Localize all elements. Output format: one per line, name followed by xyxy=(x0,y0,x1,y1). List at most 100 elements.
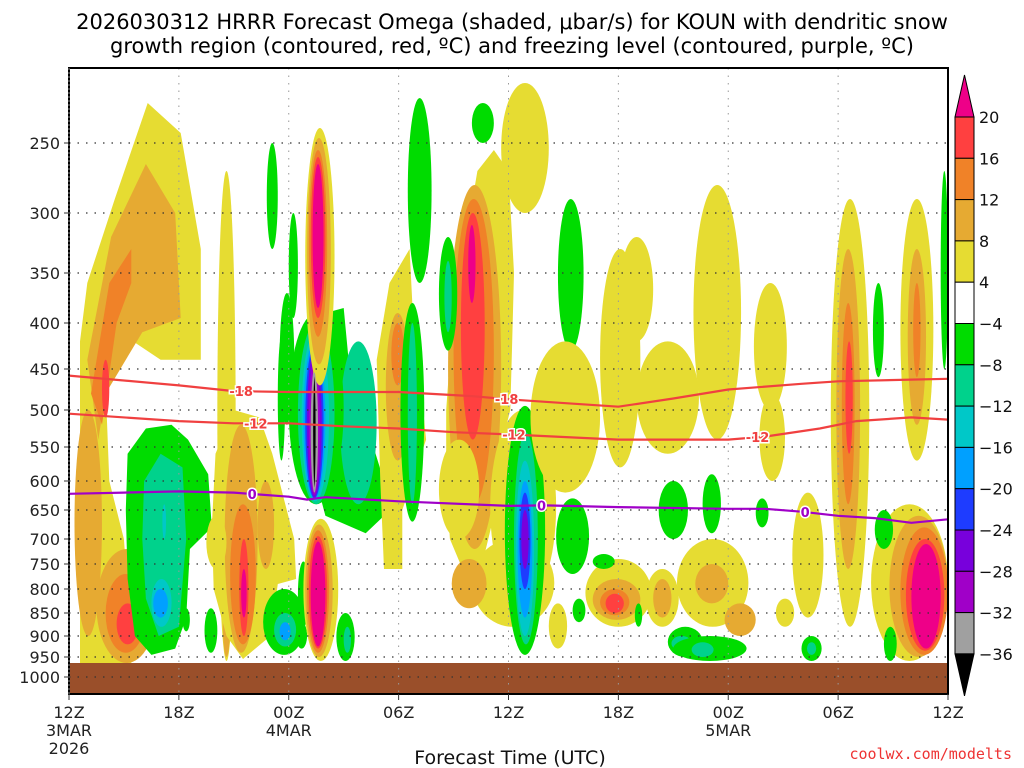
contour-label: -18 xyxy=(229,385,253,400)
x-tick-date-label: 2026 xyxy=(49,739,90,758)
omega-region xyxy=(277,336,286,461)
omega-region xyxy=(557,198,584,351)
omega-region xyxy=(204,608,218,653)
omega-region xyxy=(883,626,897,662)
colorbar-label: 20 xyxy=(979,108,999,127)
colorbar-bin xyxy=(954,405,975,448)
colorbar-top-arrow xyxy=(954,74,975,118)
omega-region xyxy=(407,98,432,283)
omega-region xyxy=(759,393,786,481)
omega-region xyxy=(702,474,721,534)
omega-region xyxy=(572,598,586,623)
omega-region xyxy=(296,622,308,649)
omega-region xyxy=(693,184,742,440)
omega-region xyxy=(792,492,824,618)
omega-region xyxy=(620,237,654,342)
y-tick-label: 950 xyxy=(29,648,60,667)
omega-region xyxy=(451,559,487,609)
credit-link[interactable]: coolwx.com/modelts xyxy=(849,745,1012,763)
omega-region xyxy=(266,143,278,249)
chart-title-line-1: 2026030312 HRRR Forecast Omega (shaded, … xyxy=(76,10,948,34)
x-tick-label: 18Z xyxy=(163,703,194,722)
contour-labels: -18 -18 -12 -12 -12 0 0 0 xyxy=(228,384,811,523)
colorbar-legend: 20 16 12 8 4 −4 −8 −12 −16 −20 −24 −28 −32 −36 xyxy=(954,74,1013,697)
omega-region xyxy=(74,410,102,636)
x-tick-label: 00Z xyxy=(273,703,304,722)
omega-region xyxy=(775,598,795,627)
omega-region xyxy=(911,544,941,649)
y-tick-label: 450 xyxy=(29,360,60,379)
colorbar-label: 4 xyxy=(979,273,989,292)
y-tick-label: 800 xyxy=(29,580,60,599)
y-tick-label: 400 xyxy=(29,314,60,333)
colorbar-bin xyxy=(954,157,975,201)
omega-region xyxy=(468,225,476,303)
omega-region xyxy=(695,564,729,604)
omega-region xyxy=(460,212,485,440)
omega-shading xyxy=(74,83,948,663)
y-tick-label: 300 xyxy=(29,204,60,223)
colorbar-label: −8 xyxy=(979,356,1003,375)
colorbar-label: −32 xyxy=(979,604,1013,623)
y-tick-label: 550 xyxy=(29,438,60,457)
contour-label: 0 xyxy=(801,506,810,521)
colorbar-bin xyxy=(954,446,975,490)
colorbar-label: 16 xyxy=(979,149,999,168)
omega-region xyxy=(913,283,921,378)
y-axis: 250 300 350 400 450 500 550 600 650 700 750 800 850 9… xyxy=(19,134,69,687)
omega-region xyxy=(548,603,568,649)
contour-lines xyxy=(69,374,948,524)
contour-line xyxy=(69,374,948,408)
colorbar-bin xyxy=(954,529,975,572)
y-tick-label: 750 xyxy=(29,555,60,574)
x-tick-label: 06Z xyxy=(383,703,414,722)
omega-region xyxy=(343,626,352,653)
y-tick-label: 700 xyxy=(29,530,60,549)
omega-region xyxy=(438,439,480,539)
colorbar-bin xyxy=(954,323,975,366)
colorbar-label: −28 xyxy=(979,562,1013,581)
omega-region xyxy=(91,249,132,425)
y-tick-label: 500 xyxy=(29,401,60,420)
chart-title-line-2: growth region (contoured, red, ºC) and f… xyxy=(110,34,914,58)
contour-label: 0 xyxy=(537,499,546,514)
colorbar-label: 12 xyxy=(979,191,999,210)
omega-region xyxy=(653,579,672,618)
omega-region xyxy=(592,554,615,569)
y-tick-label: 600 xyxy=(29,472,60,491)
omega-region xyxy=(755,498,769,528)
y-tick-label: 650 xyxy=(29,501,60,520)
omega-region xyxy=(806,642,817,655)
colorbar-bin xyxy=(954,281,975,325)
omega-region xyxy=(310,541,326,647)
contour-label: -18 xyxy=(495,393,519,408)
omega-region xyxy=(101,359,110,418)
omega-region xyxy=(471,103,494,143)
y-tick-label: 900 xyxy=(29,627,60,646)
omega-region xyxy=(407,323,417,505)
omega-region xyxy=(182,608,190,632)
x-tick-label: 12Z xyxy=(493,703,524,722)
y-tick-label: 850 xyxy=(29,604,60,623)
contour-label: -12 xyxy=(244,417,268,432)
omega-region xyxy=(724,603,756,636)
x-axis-label: Forecast Time (UTC) xyxy=(414,747,605,768)
omega-region xyxy=(691,642,714,658)
colorbar-label: −20 xyxy=(979,480,1013,499)
x-tick-label: 00Z xyxy=(713,703,744,722)
contour-label: -12 xyxy=(746,431,770,446)
contour-line xyxy=(69,490,948,524)
x-tick-date-label: 5MAR xyxy=(705,721,751,740)
colorbar-label: −12 xyxy=(979,397,1013,416)
colorbar-bin xyxy=(954,240,975,283)
omega-region xyxy=(634,603,643,627)
x-tick-label: 12Z xyxy=(932,703,963,722)
y-tick-label: 1000 xyxy=(19,668,60,687)
x-tick-label: 18Z xyxy=(603,703,634,722)
colorbar-bin xyxy=(954,199,975,242)
colorbar-label: −4 xyxy=(979,315,1003,334)
omega-region xyxy=(241,569,247,618)
omega-region xyxy=(87,164,181,440)
colorbar-label: −16 xyxy=(979,438,1013,457)
